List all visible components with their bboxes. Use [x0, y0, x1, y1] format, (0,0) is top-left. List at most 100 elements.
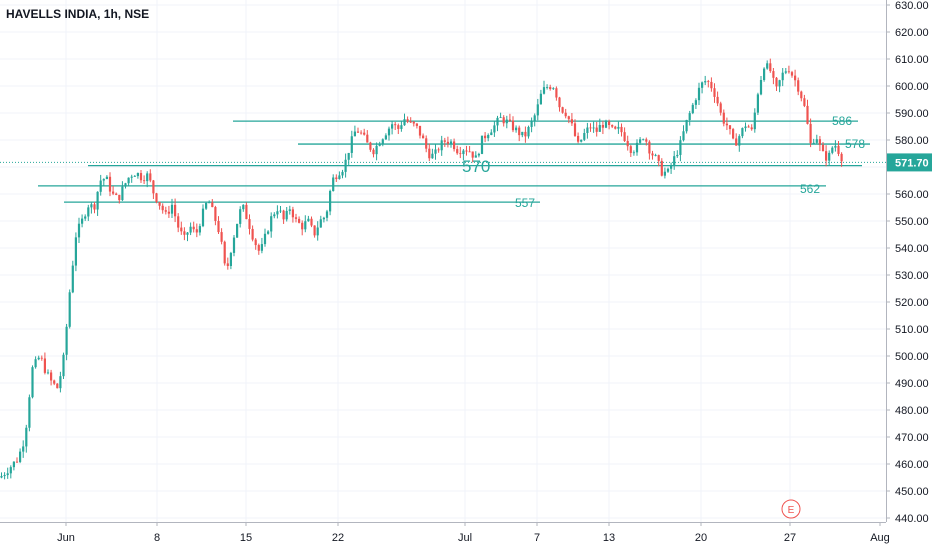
candle-body: [840, 153, 843, 162]
candle-body: [738, 136, 741, 146]
level-label-586: 586: [832, 114, 852, 128]
candle-body: [747, 126, 750, 128]
candle-body: [90, 204, 93, 208]
candle-body: [542, 87, 546, 94]
candle-body: [279, 210, 282, 212]
candle-body: [685, 119, 688, 132]
candle-body: [635, 142, 639, 153]
candle-body: [775, 77, 778, 87]
candle-body: [787, 71, 790, 73]
candle-body: [670, 165, 673, 169]
candle-body: [344, 159, 347, 172]
y-tick-label: 620.00: [895, 27, 929, 39]
candle-body: [821, 144, 825, 152]
y-tick-label: 470.00: [895, 432, 929, 444]
candle-body: [270, 216, 273, 232]
candle-body: [174, 204, 177, 217]
earnings-marker-icon[interactable]: [781, 499, 801, 519]
candle-body: [3, 475, 6, 477]
x-tick-label: Aug: [870, 532, 890, 544]
candle-body: [701, 82, 704, 88]
candle-body: [725, 123, 728, 126]
candle-body: [645, 139, 648, 142]
x-tick-label: Jun: [57, 532, 75, 544]
candle-body: [558, 97, 561, 108]
candle-body: [484, 135, 487, 139]
candle-body: [50, 372, 53, 381]
candle-body: [570, 119, 573, 124]
candle-body: [316, 227, 319, 236]
candle-body: [329, 191, 332, 212]
y-tick-label: 440.00: [895, 513, 929, 525]
candle-body: [434, 149, 437, 154]
candle-body: [837, 145, 840, 154]
candle-body: [666, 168, 670, 172]
candle-body: [273, 214, 276, 217]
y-tick-label: 490.00: [895, 378, 929, 390]
candle-body: [735, 138, 738, 146]
candle-body: [369, 142, 372, 150]
candle-body: [112, 191, 115, 194]
candle-body: [15, 461, 19, 463]
candle-body: [322, 217, 325, 220]
candle-body: [93, 204, 96, 210]
candle-body: [614, 126, 617, 129]
candle-body: [198, 226, 201, 233]
candle-body: [778, 80, 781, 87]
candle-body: [418, 125, 422, 136]
candle-body: [298, 218, 301, 223]
candle-body: [412, 121, 415, 124]
candle-body: [496, 117, 499, 126]
candle-body: [449, 141, 453, 144]
candle-body: [192, 226, 195, 230]
candle-body: [378, 144, 381, 146]
candle-body: [682, 131, 685, 141]
candle-body: [586, 127, 589, 134]
candle-body: [508, 119, 511, 121]
candle-body: [96, 191, 99, 210]
candle-body: [834, 145, 837, 148]
candle-body: [744, 126, 747, 129]
candle-body: [552, 88, 555, 90]
last-price-label: 571.70: [895, 157, 929, 169]
candle-body: [183, 231, 186, 235]
candle-body: [180, 227, 183, 232]
candle-body: [431, 153, 434, 159]
candle-body: [580, 139, 583, 142]
candle-body: [443, 140, 446, 142]
candle-body: [676, 154, 679, 157]
x-tick-label: 15: [240, 532, 252, 544]
candle-body: [639, 139, 642, 143]
candle-body: [127, 177, 130, 184]
candle-body: [84, 216, 87, 219]
candle-body: [732, 129, 735, 139]
candle-body: [158, 202, 161, 206]
candle-body: [577, 135, 580, 142]
y-tick-label: 540.00: [895, 243, 929, 255]
candle-body: [806, 105, 809, 124]
candle-body: [642, 139, 645, 141]
grid: [0, 0, 886, 522]
candle-body: [794, 75, 797, 81]
candle-body: [546, 87, 549, 88]
candle-body: [828, 152, 831, 161]
candle-body: [155, 193, 158, 203]
last-price-badge: [887, 153, 932, 172]
candle-body: [223, 241, 226, 264]
candle-body: [803, 98, 806, 106]
candle-body: [350, 136, 353, 153]
candle-body: [6, 473, 9, 476]
candle-body: [567, 116, 570, 120]
candle-body: [124, 183, 127, 187]
candle-body: [34, 359, 37, 368]
candle-body: [161, 205, 164, 211]
y-tick-label: 460.00: [895, 459, 929, 471]
x-tick-label: 20: [695, 532, 707, 544]
candle-body: [288, 209, 291, 211]
candle-body: [511, 120, 515, 131]
candle-body: [226, 263, 229, 266]
candle-body: [502, 117, 505, 124]
candle-body: [319, 219, 322, 228]
candle-body: [704, 81, 707, 83]
